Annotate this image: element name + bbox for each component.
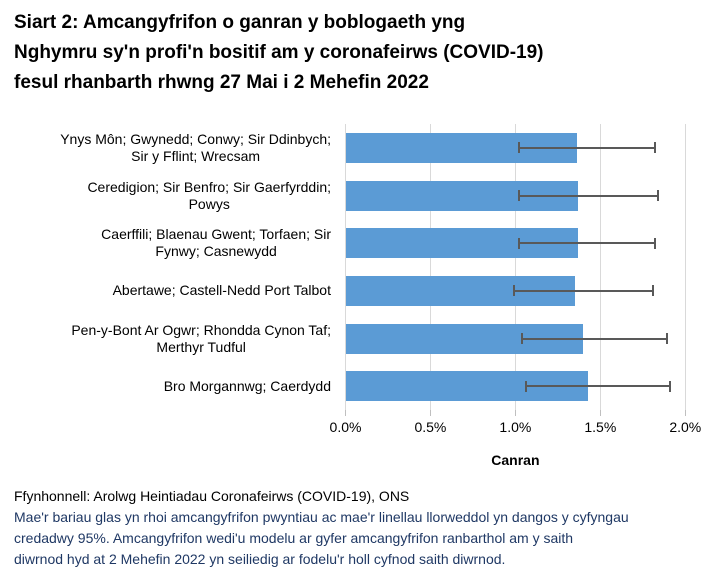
error-bar-cap bbox=[665, 333, 668, 345]
error-bar-line bbox=[518, 242, 655, 245]
chart-title-line: Nghymru sy'n profi'n bositif am y corona… bbox=[14, 42, 544, 63]
error-bar-line bbox=[522, 337, 667, 340]
x-axis-tick bbox=[345, 410, 346, 417]
error-bar-cap bbox=[669, 380, 671, 392]
x-axis-tick-label: 0.5% bbox=[414, 419, 447, 436]
x-axis-tick-label: 2.0% bbox=[669, 419, 702, 436]
error-bar-cap bbox=[512, 285, 515, 297]
footer-note: Mae'r bariau glas yn rhoi amcangyfrifon … bbox=[14, 507, 706, 570]
x-axis-tick-label: 1.5% bbox=[584, 419, 617, 436]
chart-title: Siart 2: Amcangyfrifon o ganran y boblog… bbox=[14, 8, 706, 98]
error-bar-cap bbox=[653, 142, 656, 154]
x-axis-title: Canran bbox=[491, 452, 540, 469]
chart-title-line: Siart 2: Amcangyfrifon o ganran y boblog… bbox=[14, 12, 466, 33]
category-label: Pen-y-Bont Ar Ogwr; Rhondda Cynon Taf; Me… bbox=[71, 321, 331, 355]
x-axis-tick bbox=[599, 410, 601, 417]
gridline bbox=[429, 124, 431, 411]
error-bar-line bbox=[518, 194, 659, 197]
category-label: Bro Morgannwg; Caerdydd bbox=[163, 377, 331, 394]
category-label: Abertawe; Castell-Nedd Port Talbot bbox=[112, 282, 331, 299]
error-bar-line bbox=[513, 289, 653, 292]
chart-title-line: fesul rhanbarth rhwng 27 Mai i 2 Mehefin… bbox=[14, 72, 429, 93]
footer-note-line: Mae'r bariau glas yn rhoi amcangyfrifon … bbox=[14, 509, 629, 525]
gridline bbox=[345, 124, 346, 411]
category-label: Ceredigion; Sir Benfro; Sir Gaerfyrddin;… bbox=[87, 178, 331, 212]
x-axis-tick bbox=[684, 410, 686, 417]
gridline bbox=[684, 124, 686, 411]
x-axis-tick-label: 0.0% bbox=[329, 419, 362, 436]
error-bar-cap bbox=[653, 237, 656, 249]
footer-note-line: credadwy 95%. Amcangyfrifon wedi'u model… bbox=[14, 530, 574, 546]
error-bar-cap bbox=[517, 190, 520, 202]
gridline bbox=[514, 124, 516, 411]
footer-note-line: diwrnod hyd at 2 Mehefin 2022 yn seilied… bbox=[14, 551, 506, 567]
x-axis-tick bbox=[514, 410, 516, 417]
category-label: Ynys Môn; Gwynedd; Conwy; Sir Ddinbych; S… bbox=[60, 130, 331, 164]
footer-source: Ffynhonnell: Arolwg Heintiadau Coronafei… bbox=[14, 488, 410, 504]
error-bar-line bbox=[518, 146, 655, 149]
error-bar-cap bbox=[652, 285, 655, 297]
error-bar-cap bbox=[657, 190, 660, 202]
error-bar-cap bbox=[517, 237, 520, 249]
error-bar-cap bbox=[521, 333, 524, 345]
x-axis-tick-label: 1.0% bbox=[499, 419, 532, 436]
error-bar-cap bbox=[517, 142, 520, 154]
x-axis-tick bbox=[429, 410, 431, 417]
category-label: Caerffili; Blaenau Gwent; Torfaen; Sir Fy… bbox=[101, 226, 331, 260]
gridline bbox=[599, 124, 601, 411]
footer: Ffynhonnell: Arolwg Heintiadau Coronafei… bbox=[14, 486, 706, 570]
error-bar-line bbox=[525, 385, 670, 388]
error-bar-cap bbox=[524, 380, 527, 392]
